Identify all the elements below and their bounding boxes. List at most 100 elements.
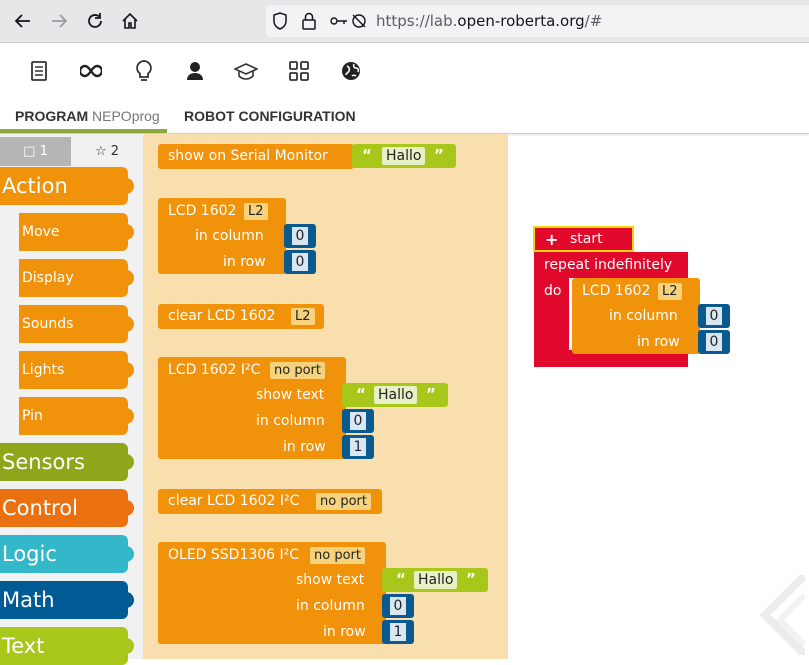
category-move[interactable]: Move [19, 213, 134, 251]
port-field[interactable]: L2 [244, 203, 268, 220]
number-block[interactable]: 0 [698, 304, 730, 328]
quote-close-icon: ” [426, 385, 436, 403]
show-text-label: show text [296, 572, 365, 588]
column-label: in column [609, 308, 678, 324]
number-block[interactable]: 0 [342, 409, 374, 433]
text-block[interactable]: “ Hallo ” [352, 144, 456, 168]
back-icon[interactable] [12, 10, 34, 32]
forward-icon[interactable] [48, 10, 70, 32]
number-block[interactable]: 0 [382, 594, 414, 618]
lcd-i2c-show-block[interactable]: LCD 1602 I²C no port show text in column… [158, 357, 346, 459]
level-1-button[interactable]: □ 1 [0, 137, 71, 166]
category-label: Move [22, 224, 60, 240]
category-logic[interactable]: Logic [0, 535, 134, 573]
repeat-label: repeat indefinitely [544, 257, 673, 273]
category-lights[interactable]: Lights [19, 351, 134, 389]
port-field[interactable]: L2 [658, 283, 682, 300]
number-block[interactable]: 0 [698, 330, 730, 354]
block-label: show on Serial Monitor [168, 148, 328, 164]
workspace-lcd-show-block[interactable]: LCD 1602 L2 in column in row [572, 278, 700, 354]
text-value[interactable]: Hallo [374, 386, 418, 404]
header-divider [0, 133, 809, 134]
language-icon[interactable] [338, 58, 364, 84]
text-value[interactable]: Hallo [414, 571, 458, 589]
clear-lcd-i2c-block[interactable]: clear LCD 1602 I²C no port [158, 489, 382, 514]
start-block[interactable]: + start [533, 226, 634, 252]
number-value[interactable]: 0 [292, 227, 308, 245]
category-notch [122, 270, 134, 286]
category-notch [122, 454, 134, 470]
category-action[interactable]: Action [0, 167, 134, 205]
url-host: open-roberta.org [457, 12, 585, 30]
tab-program[interactable]: PROGRAM NEPOprog [15, 108, 160, 124]
category-label: Control [2, 496, 78, 520]
number-block[interactable]: 0 [284, 224, 316, 248]
port-field[interactable]: no port [316, 493, 371, 510]
plus-icon[interactable]: + [545, 230, 559, 249]
column-label: in column [195, 228, 264, 244]
block-label: clear LCD 1602 [168, 308, 276, 324]
help-icon[interactable] [131, 58, 157, 84]
active-tab-indicator [0, 129, 167, 133]
number-value[interactable]: 0 [350, 412, 366, 430]
category-label: Pin [22, 408, 43, 424]
clear-lcd-block[interactable]: clear LCD 1602 L2 [158, 304, 324, 329]
row-label: in row [223, 254, 266, 270]
number-value[interactable]: 0 [706, 333, 722, 351]
category-label: Math [2, 588, 55, 612]
level-2-button[interactable]: ☆ 2 [71, 137, 143, 166]
number-block[interactable]: 1 [382, 620, 414, 644]
category-notch [122, 638, 134, 654]
quote-open-icon: “ [396, 570, 406, 588]
category-text[interactable]: Text [0, 627, 134, 665]
text-block[interactable]: “ Hallo ” [382, 568, 488, 592]
home-icon[interactable] [119, 10, 141, 32]
category-math[interactable]: Math [0, 581, 134, 619]
gallery-icon[interactable] [286, 58, 312, 84]
number-block[interactable]: 0 [284, 250, 316, 274]
lcd-show-block[interactable]: LCD 1602 L2 in column in row [158, 198, 286, 274]
number-value[interactable]: 1 [390, 623, 406, 641]
program-icon[interactable] [26, 58, 52, 84]
port-field[interactable]: no port [270, 362, 325, 379]
reload-icon[interactable] [84, 10, 106, 32]
url-text[interactable]: https://lab.open-roberta.org/# [376, 12, 602, 30]
quote-open-icon: “ [356, 385, 366, 403]
category-notch [122, 362, 134, 378]
number-value[interactable]: 0 [706, 307, 722, 325]
block-label: LCD 1602 I²C [168, 362, 261, 378]
tab-program-label: PROGRAM [15, 108, 89, 124]
category-sensors[interactable]: Sensors [0, 443, 134, 481]
address-bar[interactable] [266, 5, 809, 37]
watermark-logo [745, 572, 808, 658]
shield-icon[interactable] [272, 12, 288, 34]
column-label: in column [296, 598, 365, 614]
start-label: start [570, 231, 603, 247]
user-icon[interactable] [182, 58, 208, 84]
number-value[interactable]: 1 [350, 438, 366, 456]
permissions-icon[interactable] [330, 13, 348, 33]
port-field[interactable]: L2 [291, 308, 315, 325]
port-field[interactable]: no port [310, 547, 365, 564]
category-pin[interactable]: Pin [19, 397, 134, 435]
oled-show-block[interactable]: OLED SSD1306 I²C no port show text in co… [158, 542, 386, 644]
category-notch [122, 178, 134, 194]
number-value[interactable]: 0 [390, 597, 406, 615]
text-block[interactable]: “ Hallo ” [342, 383, 448, 407]
column-label: in column [256, 413, 325, 429]
lock-icon[interactable] [302, 12, 316, 34]
number-block[interactable]: 1 [342, 435, 374, 459]
tutorial-icon[interactable] [233, 58, 259, 84]
tracking-blocked-icon[interactable] [350, 12, 368, 34]
category-sounds[interactable]: Sounds [19, 305, 134, 343]
tab-robot-configuration[interactable]: ROBOT CONFIGURATION [184, 108, 356, 124]
category-control[interactable]: Control [0, 489, 134, 527]
quote-close-icon: ” [434, 146, 444, 164]
category-notch [122, 224, 134, 240]
text-value[interactable]: Hallo [382, 147, 426, 165]
category-label: Text [2, 634, 45, 658]
category-display[interactable]: Display [19, 259, 134, 297]
number-value[interactable]: 0 [292, 253, 308, 271]
serial-monitor-block[interactable]: show on Serial Monitor [158, 144, 354, 169]
connect-icon[interactable] [78, 58, 104, 84]
